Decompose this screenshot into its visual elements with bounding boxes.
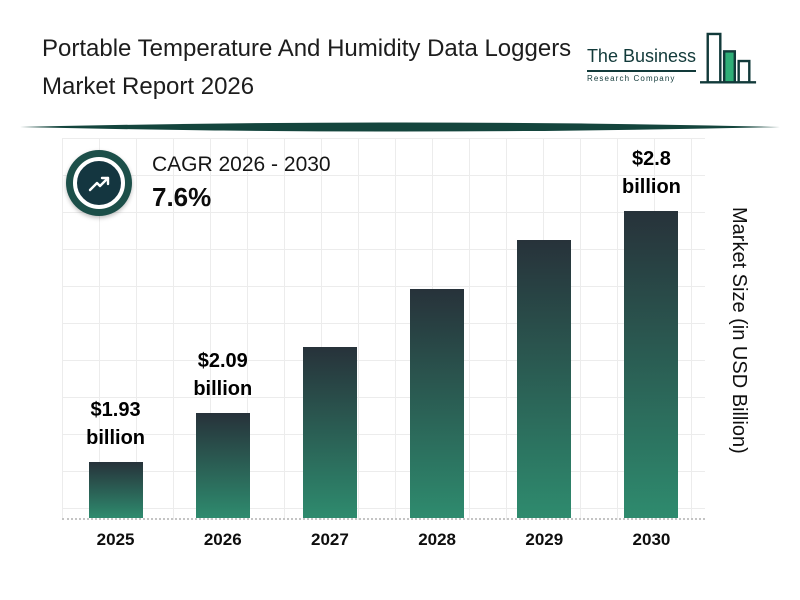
logo-text: The Business Research Company [586,46,696,83]
bar-chart-logo-icon [700,30,758,99]
company-logo: The Business Research Company [586,30,758,99]
cagr-text: CAGR 2026 - 2030 7.6% [152,153,331,213]
bar-column-2027 [276,347,383,518]
x-tick-label-2025: 2025 [96,530,135,549]
bar-value-label: $2.09 billion [193,350,253,400]
bar-column-2030: $2.8 billion [598,145,705,518]
bar-2029 [517,240,572,518]
bar-column-2029 [491,240,598,518]
trend-up-icon [73,157,125,209]
cagr-value: 7.6% [152,182,212,212]
bar-2026 [195,413,250,518]
x-tick-label-2029: 2029 [525,530,564,549]
bar-value-label: $2.8 billion [622,148,681,198]
bar-column-2026: $2.09 billion [169,347,276,518]
chart-gridlines [62,138,705,520]
logo-subname: Research Company [586,70,696,83]
cagr-badge [66,150,132,216]
page-title: Portable Temperature And Humidity Data L… [42,35,572,100]
y-axis-label: Market Size (in USD Billion) [728,206,750,454]
cagr-label: CAGR 2026 - 2030 [152,153,331,176]
cagr-block: CAGR 2026 - 2030 7.6% [66,150,331,216]
x-tick-label-2027: 2027 [311,530,349,549]
x-tick-label-2026: 2026 [203,530,242,549]
x-tick-label-2028: 2028 [418,530,457,549]
bar-2030 [624,211,679,518]
lens-divider [20,118,780,136]
logo-name: The Business [586,46,696,66]
bar-column-2028 [384,289,491,518]
years-row: 2025 2026 2027 2028 2029 2030 [62,530,705,550]
bar-2028 [410,289,465,518]
bars-row: $1.93 billion $2.09 billion $2.8 billion [62,140,705,520]
bar-value-label: $1.93 billion [86,399,146,449]
bar-2027 [302,347,357,518]
x-tick-label-2030: 2030 [632,530,671,549]
bar-column-2025: $1.93 billion [62,396,169,518]
bar-2025 [88,462,143,518]
